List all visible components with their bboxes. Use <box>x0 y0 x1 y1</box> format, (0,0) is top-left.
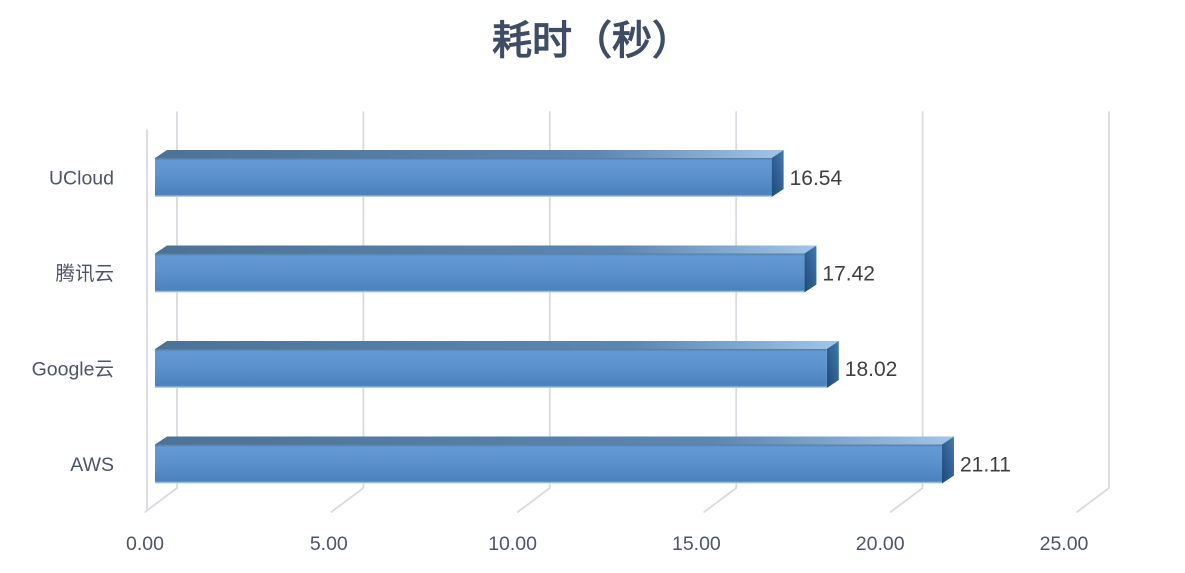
category-label: UCloud <box>49 168 114 190</box>
bar-side-face <box>941 436 954 484</box>
gridline <box>330 111 365 513</box>
gridline <box>516 111 551 513</box>
bar-top-face <box>155 245 817 254</box>
gridlines-layer <box>144 111 1110 513</box>
gridline <box>144 111 178 513</box>
bar-side-face <box>826 341 839 388</box>
bar-top-face <box>155 341 839 349</box>
x-tick-label: 5.00 <box>310 533 348 555</box>
x-tick-label: 25.00 <box>1040 533 1089 555</box>
bar-front-face <box>155 444 942 484</box>
data-label: 17.42 <box>822 263 875 286</box>
x-tick-label: 20.00 <box>856 533 905 555</box>
bar <box>155 341 839 388</box>
x-tick-label: 15.00 <box>672 533 721 555</box>
x-tick-label: 0.00 <box>126 533 164 555</box>
bar <box>155 150 784 197</box>
category-label: Google云 <box>32 359 114 381</box>
bar-top-face <box>155 150 784 158</box>
x-tick-label: 10.00 <box>488 533 537 555</box>
labels-layer: 16.54 UCloud 17.42 腾讯云 18.02 Google云 21.11 AWS 0… <box>32 167 1089 555</box>
data-label: 18.02 <box>845 358 898 381</box>
bars-layer <box>155 150 954 484</box>
gridline <box>889 111 924 513</box>
category-label: 腾讯云 <box>55 263 114 285</box>
bar <box>155 245 817 293</box>
category-label: AWS <box>70 454 114 476</box>
gridline <box>703 111 738 513</box>
gridline <box>1076 111 1110 513</box>
bar-side-face <box>804 245 817 293</box>
bar-front-face <box>155 253 805 293</box>
chart-title: 耗时（秒） <box>492 19 692 63</box>
bar <box>155 436 954 484</box>
bar-top-face <box>155 436 954 445</box>
bar-front-face <box>155 349 827 388</box>
bar-front-face <box>155 158 772 197</box>
data-label: 21.11 <box>960 454 1011 477</box>
data-label: 16.54 <box>790 167 843 190</box>
bar-side-face <box>771 150 784 197</box>
